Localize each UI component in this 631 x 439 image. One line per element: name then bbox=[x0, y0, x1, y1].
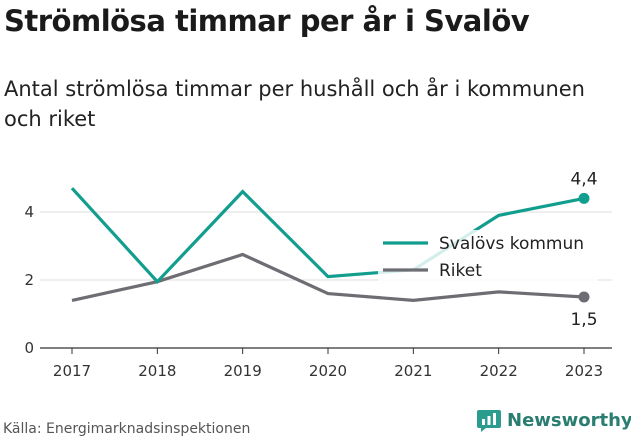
x-tick-label: 2020 bbox=[309, 362, 347, 380]
x-tick-label: 2022 bbox=[480, 362, 518, 380]
newsworthy-logo-icon bbox=[477, 410, 501, 432]
x-tick-label: 2019 bbox=[224, 362, 262, 380]
legend-label: Riket bbox=[439, 261, 482, 281]
brand-logo[interactable]: Newsworthy bbox=[476, 407, 631, 433]
end-value-label: 1,5 bbox=[570, 310, 597, 330]
line-chart: 0 2 4 2017 2018 2019 2020 2021 2022 2023 Svalövs k… bbox=[24, 169, 612, 380]
x-tick-label: 2017 bbox=[53, 362, 91, 380]
legend-background bbox=[378, 230, 598, 282]
series-line-svalov bbox=[70, 187, 585, 285]
x-tick-label: 2021 bbox=[394, 362, 432, 380]
y-tick-label: 4 bbox=[24, 203, 34, 221]
y-tick-label: 0 bbox=[24, 339, 34, 357]
brand-name: Newsworthy bbox=[507, 409, 631, 431]
x-tick-label: 2023 bbox=[565, 362, 603, 380]
end-value-label: 4,4 bbox=[570, 169, 597, 189]
source-note: Källa: Energimarknadsinspektionen bbox=[3, 421, 251, 437]
legend-label: Svalövs kommun bbox=[439, 234, 584, 254]
end-point-marker bbox=[578, 192, 590, 204]
x-tick-label: 2018 bbox=[138, 362, 176, 380]
chart-title: Strömlösa timmar per år i Svalöv bbox=[4, 4, 530, 38]
y-tick-label: 2 bbox=[24, 271, 34, 289]
end-point-marker bbox=[578, 291, 590, 303]
chart-subtitle: Antal strömlösa timmar per hushåll och å… bbox=[4, 77, 585, 131]
